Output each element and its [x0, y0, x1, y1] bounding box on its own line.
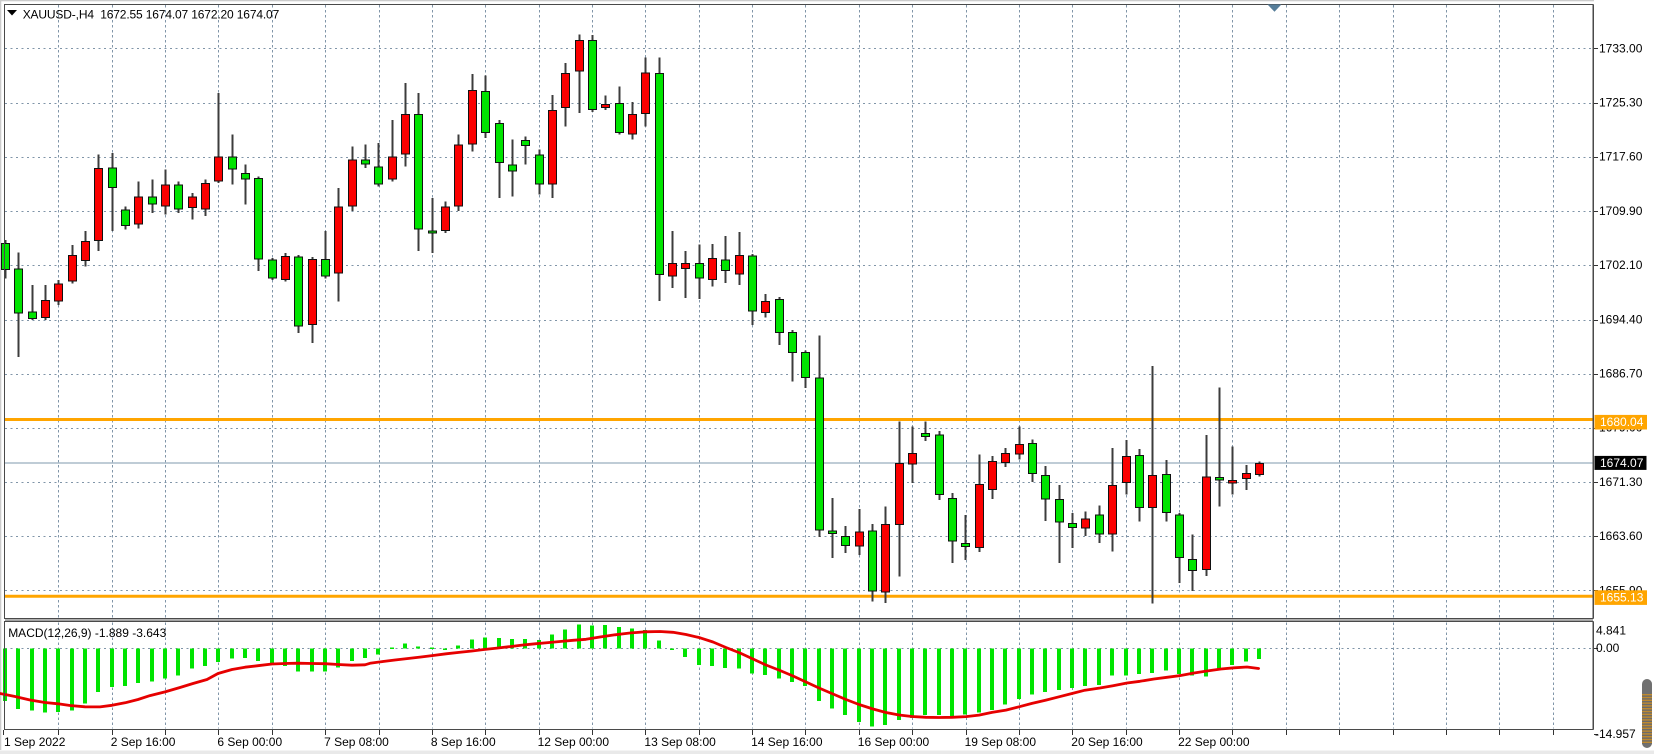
svg-text:1717.60: 1717.60	[1599, 150, 1643, 164]
svg-text:2 Sep 16:00: 2 Sep 16:00	[111, 735, 176, 749]
svg-text:-14.957: -14.957	[1595, 727, 1636, 741]
svg-text:12 Sep 00:00: 12 Sep 00:00	[538, 735, 610, 749]
svg-text:1694.40: 1694.40	[1599, 312, 1643, 326]
svg-text:8 Sep 16:00: 8 Sep 16:00	[431, 735, 496, 749]
svg-text:1 Sep 2022: 1 Sep 2022	[4, 735, 66, 749]
svg-text:1686.70: 1686.70	[1599, 367, 1643, 381]
svg-text:XAUUSD-,H4 1672.55 1674.07 16: XAUUSD-,H4 1672.55 1674.07 1672.20 1674.…	[23, 8, 280, 22]
svg-text:1702.10: 1702.10	[1599, 258, 1643, 272]
svg-text:1680.04: 1680.04	[1600, 415, 1644, 429]
svg-text:16 Sep 00:00: 16 Sep 00:00	[858, 735, 930, 749]
svg-text:20 Sep 16:00: 20 Sep 16:00	[1071, 735, 1143, 749]
svg-text:MACD(12,26,9) -1.889 -3.643: MACD(12,26,9) -1.889 -3.643	[8, 626, 166, 640]
svg-text:6 Sep 00:00: 6 Sep 00:00	[217, 735, 282, 749]
svg-text:1725.30: 1725.30	[1599, 96, 1643, 110]
svg-text:1655.13: 1655.13	[1600, 591, 1644, 605]
svg-text:7 Sep 08:00: 7 Sep 08:00	[324, 735, 389, 749]
svg-text:14 Sep 16:00: 14 Sep 16:00	[751, 735, 823, 749]
svg-text:1663.60: 1663.60	[1599, 529, 1643, 543]
svg-text:22 Sep 00:00: 22 Sep 00:00	[1178, 735, 1250, 749]
svg-text:1671.30: 1671.30	[1599, 475, 1643, 489]
svg-text:1674.07: 1674.07	[1600, 456, 1644, 470]
svg-text:4.841: 4.841	[1596, 624, 1626, 638]
svg-text:19 Sep 08:00: 19 Sep 08:00	[965, 735, 1037, 749]
svg-text:1733.00: 1733.00	[1599, 41, 1643, 55]
svg-text:1709.90: 1709.90	[1599, 204, 1643, 218]
svg-text:13 Sep 08:00: 13 Sep 08:00	[644, 735, 716, 749]
svg-text:0.00: 0.00	[1596, 641, 1620, 655]
